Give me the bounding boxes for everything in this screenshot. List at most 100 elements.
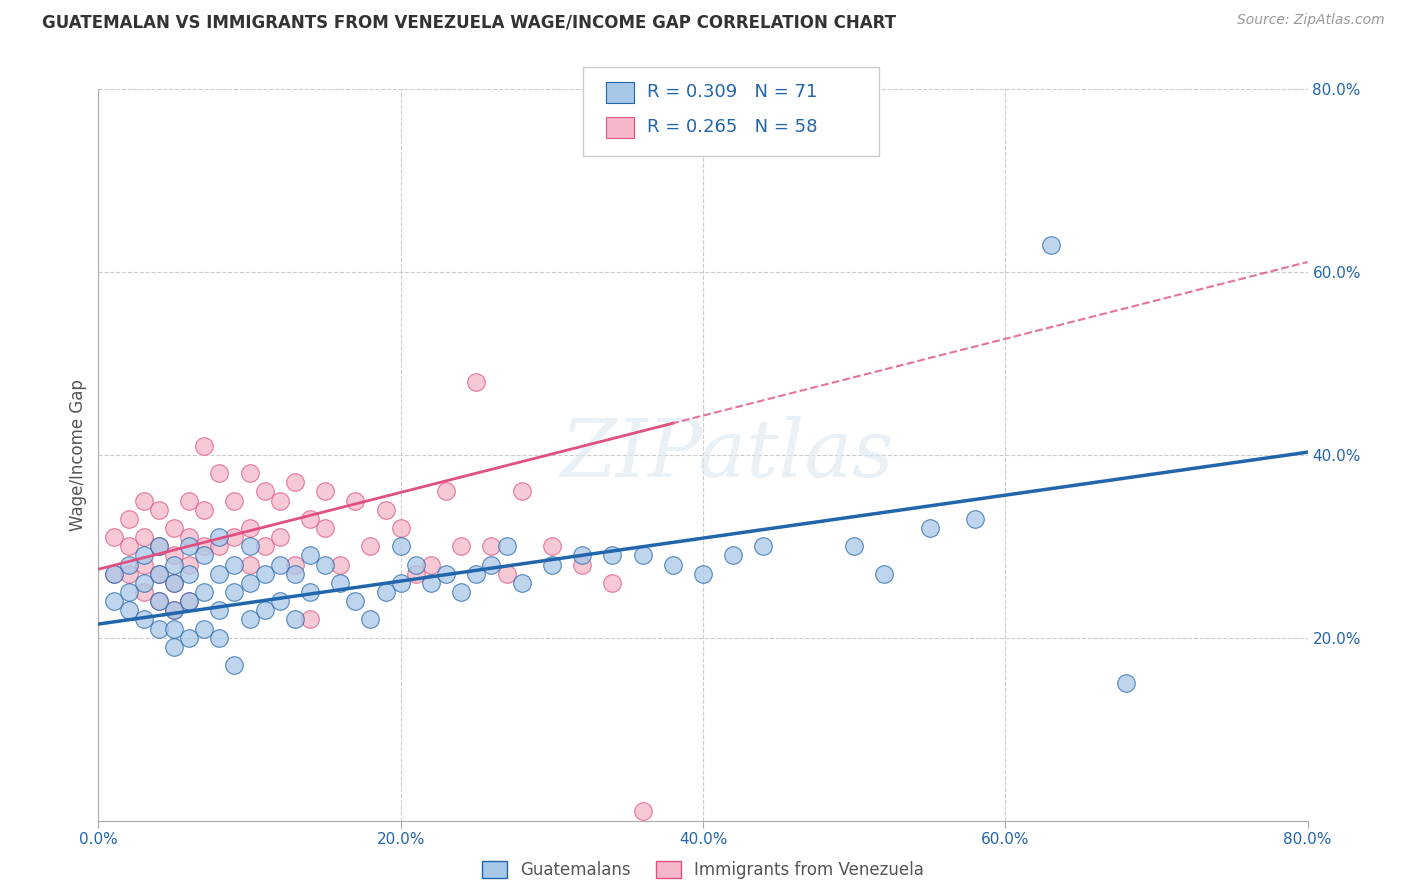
Text: R = 0.265   N = 58: R = 0.265 N = 58 (647, 118, 817, 136)
Point (179, 594, 201, 608)
Point (193, 502, 215, 516)
Point (752, 539, 775, 553)
Point (344, 594, 367, 608)
Point (118, 512, 141, 526)
Point (193, 439, 215, 453)
Point (495, 566, 517, 581)
Point (208, 631, 231, 645)
Point (269, 530, 291, 544)
Point (148, 539, 170, 553)
Point (224, 658, 246, 673)
Point (163, 549, 186, 563)
Point (163, 640, 186, 654)
Point (163, 576, 186, 591)
Point (239, 466, 262, 480)
Point (224, 493, 246, 508)
Point (132, 549, 155, 563)
Point (132, 613, 155, 627)
Point (208, 603, 231, 617)
Point (389, 539, 412, 553)
Text: ZIPatlas: ZIPatlas (561, 417, 894, 493)
Point (163, 603, 186, 617)
Point (844, 539, 866, 553)
Point (540, 539, 562, 553)
Point (374, 585, 396, 599)
Point (239, 613, 262, 627)
Point (374, 502, 396, 516)
Point (224, 585, 246, 599)
Point (179, 530, 201, 544)
Point (163, 576, 186, 591)
Point (148, 566, 170, 581)
Point (179, 631, 201, 645)
Point (163, 603, 186, 617)
Point (510, 576, 533, 591)
Point (405, 566, 427, 581)
Point (481, 539, 503, 553)
Point (389, 521, 412, 535)
Point (208, 539, 231, 553)
Point (631, 549, 654, 563)
Point (118, 558, 141, 572)
Point (253, 539, 276, 553)
Point (495, 539, 517, 553)
Point (284, 613, 307, 627)
Point (118, 539, 141, 553)
Point (103, 594, 125, 608)
Point (269, 558, 291, 572)
Point (179, 558, 201, 572)
Point (360, 613, 382, 627)
Point (132, 585, 155, 599)
Point (329, 576, 352, 591)
Point (148, 622, 170, 636)
Point (179, 493, 201, 508)
Point (284, 566, 307, 581)
Point (571, 558, 593, 572)
Point (148, 594, 170, 608)
Point (193, 539, 215, 553)
Point (344, 493, 367, 508)
Point (103, 566, 125, 581)
Point (299, 512, 322, 526)
Point (239, 539, 262, 553)
Point (208, 566, 231, 581)
Point (239, 558, 262, 572)
Text: R = 0.309   N = 71: R = 0.309 N = 71 (647, 83, 817, 101)
Point (148, 502, 170, 516)
Point (224, 558, 246, 572)
Point (662, 558, 685, 572)
Point (103, 530, 125, 544)
Point (224, 530, 246, 544)
Point (118, 566, 141, 581)
Point (389, 576, 412, 591)
Point (132, 493, 155, 508)
Y-axis label: Wage/Income Gap: Wage/Income Gap (69, 379, 87, 531)
Point (208, 530, 231, 544)
Point (148, 594, 170, 608)
Point (450, 585, 472, 599)
Point (314, 521, 336, 535)
Point (918, 521, 941, 535)
Point (465, 375, 488, 389)
Point (329, 558, 352, 572)
Point (540, 558, 562, 572)
Point (360, 539, 382, 553)
Point (481, 558, 503, 572)
Point (602, 576, 624, 591)
Point (692, 566, 714, 581)
Point (420, 558, 443, 572)
Point (314, 484, 336, 499)
Point (405, 558, 427, 572)
Point (193, 585, 215, 599)
Point (723, 549, 745, 563)
Point (253, 603, 276, 617)
Point (179, 566, 201, 581)
Point (163, 622, 186, 636)
Point (132, 558, 155, 572)
Point (132, 530, 155, 544)
Point (208, 466, 231, 480)
Legend: Guatemalans, Immigrants from Venezuela: Guatemalans, Immigrants from Venezuela (475, 854, 931, 886)
Point (193, 622, 215, 636)
Point (420, 576, 443, 591)
Point (269, 594, 291, 608)
